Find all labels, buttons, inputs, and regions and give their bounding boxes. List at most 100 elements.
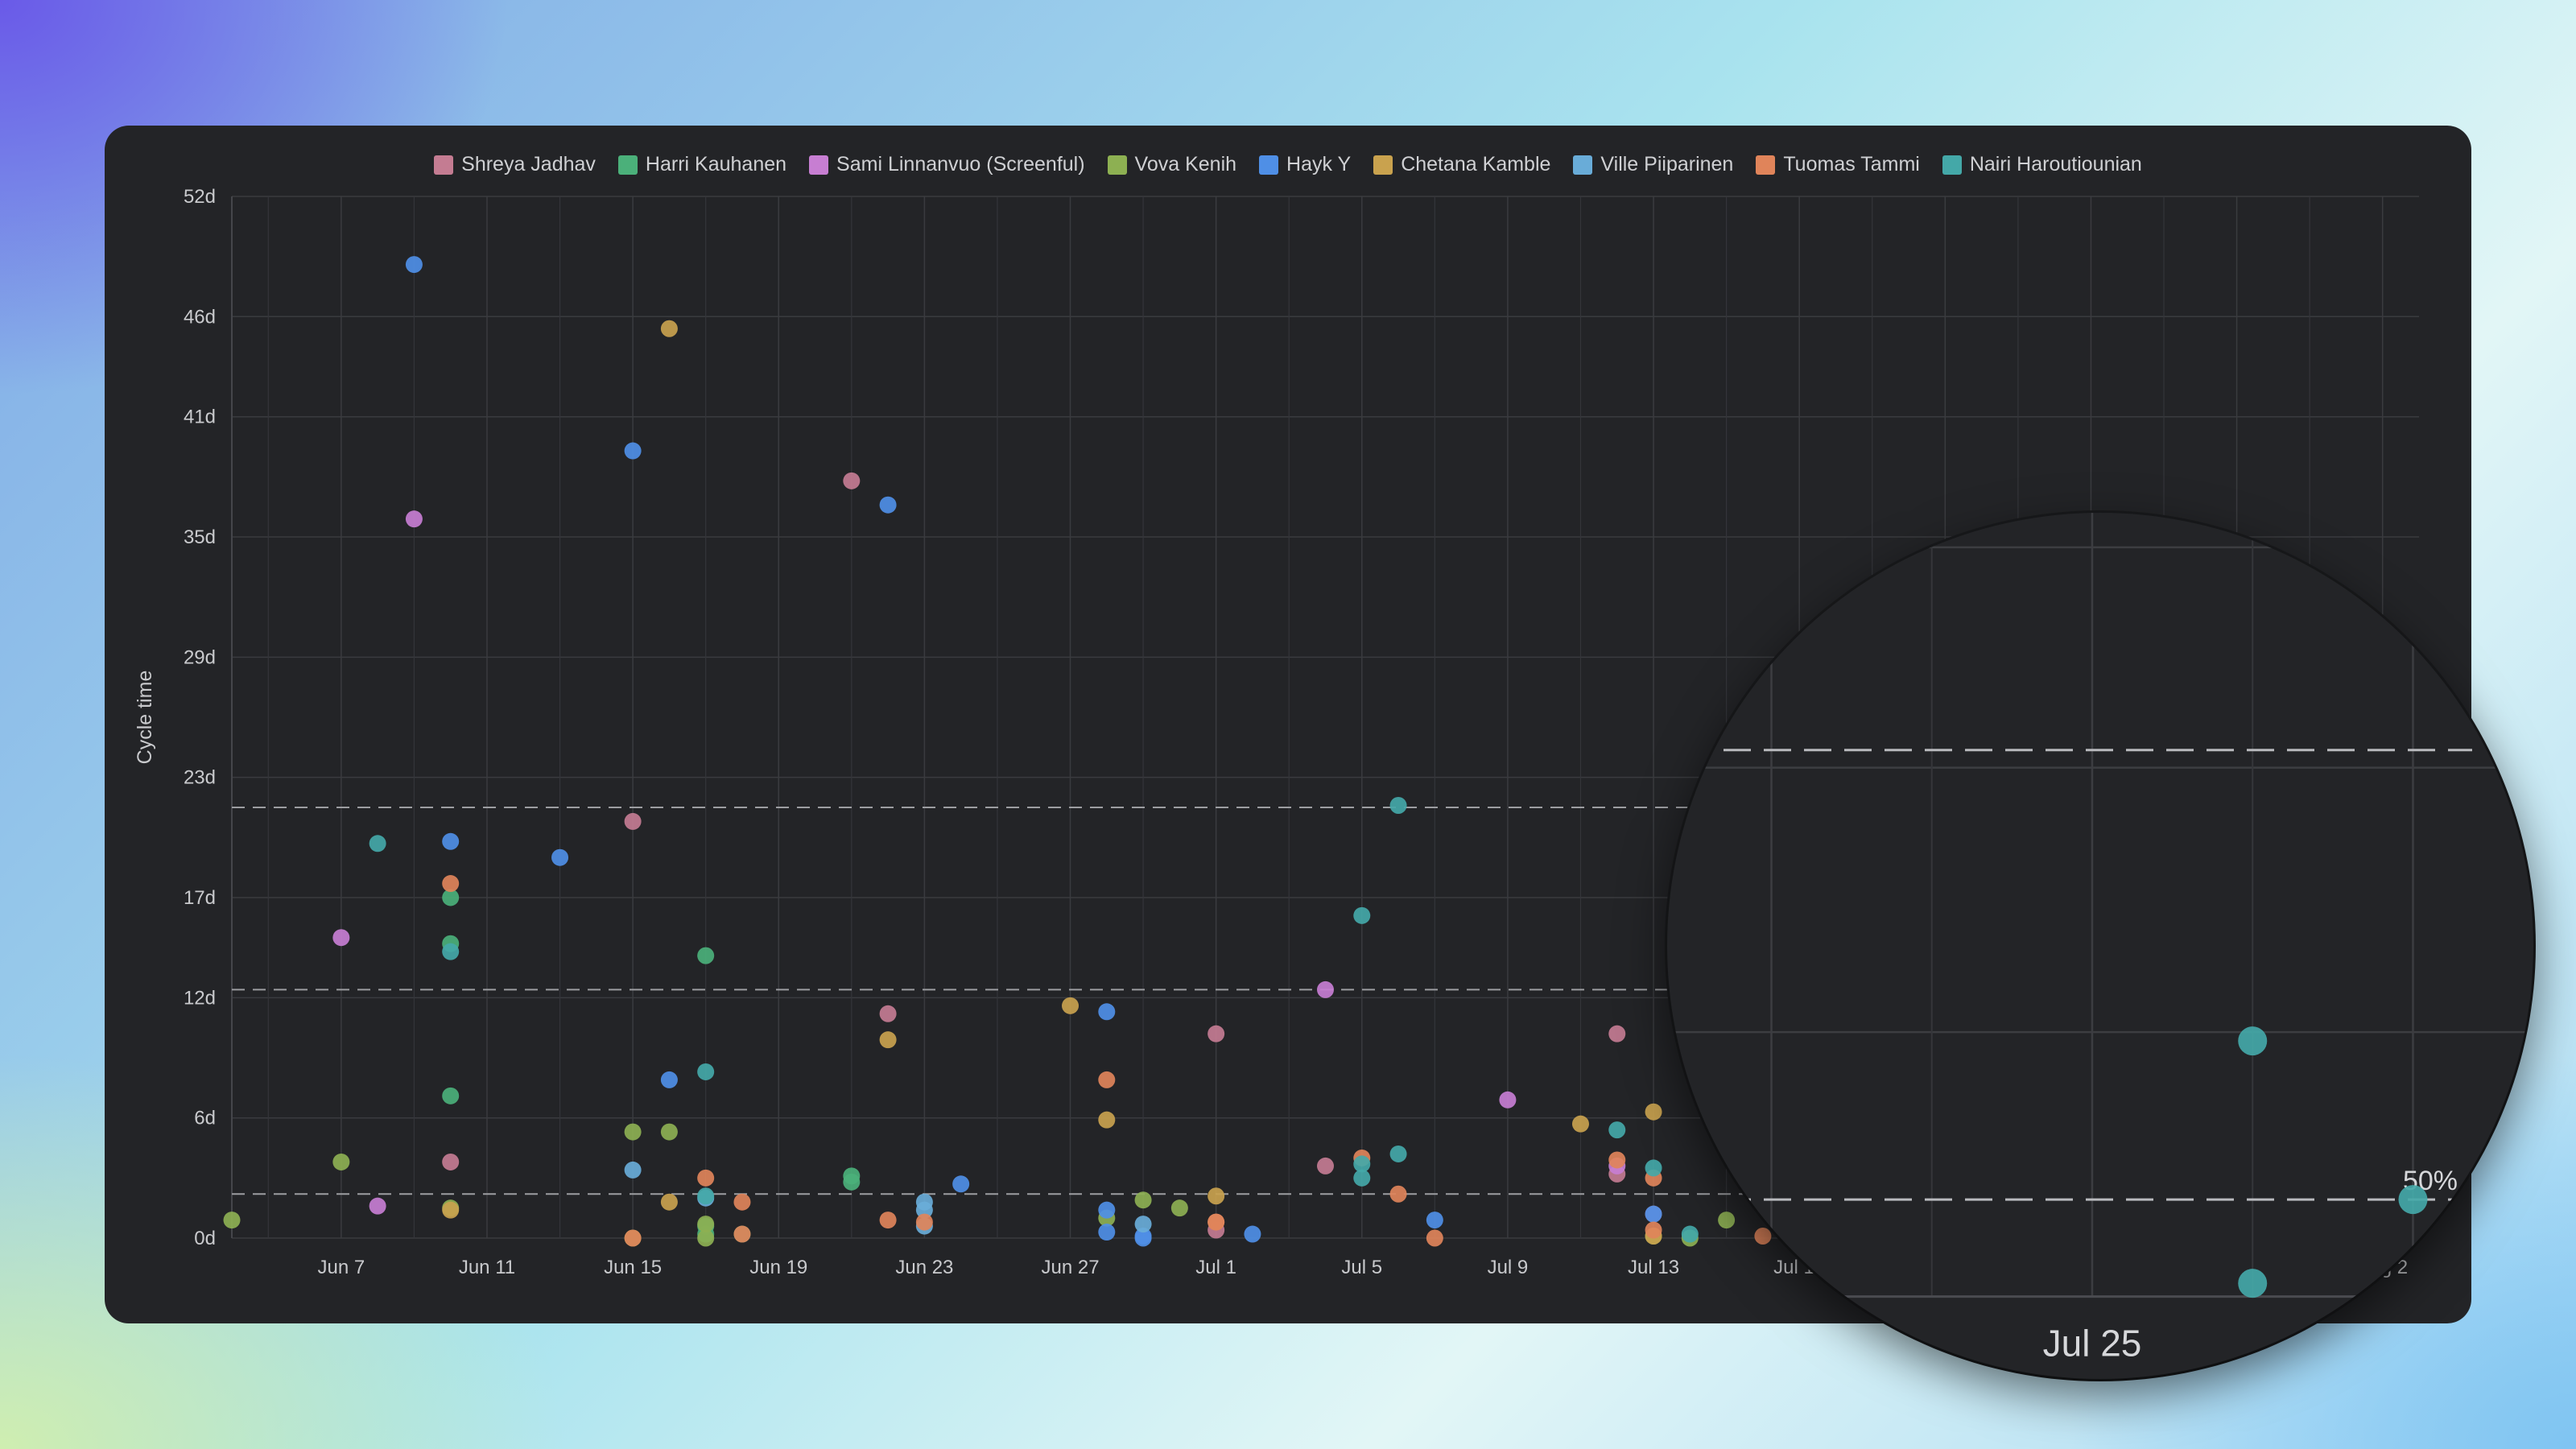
point-hayk-y[interactable]	[1134, 1228, 1152, 1245]
point-vova-kenih[interactable]	[332, 1153, 350, 1170]
legend-label: Chetana Kamble	[1401, 153, 1551, 175]
point-vova-kenih[interactable]	[697, 1216, 715, 1233]
point-chetana-kamble[interactable]	[1098, 1111, 1116, 1129]
point-hayk-y[interactable]	[442, 832, 460, 850]
point-hayk-y[interactable]	[1098, 1003, 1116, 1021]
point-tuomas-tammi[interactable]	[879, 1212, 897, 1229]
point-shreya-jadhav[interactable]	[624, 812, 642, 830]
point-tuomas-tammi[interactable]	[624, 1229, 642, 1247]
point-chetana-kamble[interactable]	[1645, 1103, 1662, 1121]
mag-point-nairi-haroutiounian[interactable]	[2238, 1026, 2268, 1056]
point-shreya-jadhav[interactable]	[1317, 1157, 1334, 1174]
y-tick-label: 12d	[184, 987, 216, 1009]
x-tick-label: Jul 9	[1488, 1257, 1529, 1278]
point-shreya-jadhav[interactable]	[442, 1153, 460, 1170]
point-nairi-haroutiounian[interactable]	[1681, 1225, 1699, 1243]
point-vova-kenih[interactable]	[697, 1229, 715, 1247]
point-hayk-y[interactable]	[405, 256, 423, 274]
point-nairi-haroutiounian[interactable]	[1389, 796, 1407, 814]
point-ville-piiparinen[interactable]	[1134, 1216, 1152, 1233]
point-vova-kenih[interactable]	[1718, 1212, 1736, 1229]
point-hayk-y[interactable]	[660, 1071, 678, 1088]
point-tuomas-tammi[interactable]	[733, 1225, 751, 1243]
point-shreya-jadhav[interactable]	[1208, 1025, 1225, 1042]
mag-point-nairi-haroutiounian[interactable]	[2238, 1269, 2268, 1298]
point-chetana-kamble[interactable]	[879, 1031, 897, 1049]
point-nairi-haroutiounian[interactable]	[697, 1187, 715, 1205]
point-hayk-y[interactable]	[1244, 1225, 1261, 1243]
point-nairi-haroutiounian[interactable]	[1389, 1145, 1407, 1162]
legend-item-tuomas-tammi[interactable]: Tuomas Tammi	[1756, 153, 1920, 176]
point-hayk-y[interactable]	[1098, 1224, 1116, 1241]
point-harri-kauhanen[interactable]	[442, 889, 460, 906]
point-harri-kauhanen[interactable]	[442, 1087, 460, 1104]
legend-item-nairi-haroutiounian[interactable]: Nairi Haroutiounian	[1942, 153, 2142, 176]
point-nairi-haroutiounian[interactable]	[369, 835, 386, 852]
point-shreya-jadhav[interactable]	[1608, 1025, 1626, 1042]
point-nairi-haroutiounian[interactable]	[1353, 1155, 1371, 1173]
point-tuomas-tammi[interactable]	[915, 1213, 933, 1231]
legend-label: Vova Kenih	[1134, 153, 1237, 175]
point-vova-kenih[interactable]	[1170, 1199, 1188, 1217]
point-tuomas-tammi[interactable]	[697, 1169, 715, 1187]
legend-item-vova-kenih[interactable]: Vova Kenih	[1107, 153, 1237, 176]
point-vova-kenih[interactable]	[1134, 1191, 1152, 1209]
point-harri-kauhanen[interactable]	[843, 1167, 861, 1185]
point-hayk-y[interactable]	[1645, 1205, 1662, 1223]
point-hayk-y[interactable]	[1098, 1201, 1116, 1219]
x-tick-label: Jun 19	[749, 1257, 807, 1278]
point-hayk-y[interactable]	[551, 848, 569, 866]
point-nairi-haroutiounian[interactable]	[1608, 1121, 1626, 1139]
legend-item-shreya-jadhav[interactable]: Shreya Jadhav	[434, 153, 596, 176]
point-nairi-haroutiounian[interactable]	[442, 943, 460, 960]
point-chetana-kamble[interactable]	[1208, 1187, 1225, 1205]
point-chetana-kamble[interactable]	[1571, 1115, 1589, 1133]
y-tick-label: 29d	[184, 646, 216, 668]
legend-item-ville-piiparinen[interactable]: Ville Piiparinen	[1573, 153, 1733, 176]
legend-label: Ville Piiparinen	[1600, 153, 1734, 175]
point-tuomas-tammi[interactable]	[1426, 1229, 1443, 1247]
point-tuomas-tammi[interactable]	[1208, 1213, 1225, 1231]
point-tuomas-tammi[interactable]	[1389, 1185, 1407, 1203]
legend-item-harri-kauhanen[interactable]: Harri Kauhanen	[617, 153, 786, 176]
legend-item-hayk-y[interactable]: Hayk Y	[1259, 153, 1351, 176]
legend-item-sami-linnanvuo-screenful[interactable]: Sami Linnanvuo (Screenful)	[809, 153, 1085, 176]
point-sami-linnanvuo-screenful[interactable]	[1317, 980, 1334, 998]
point-sami-linnanvuo-screenful[interactable]	[332, 929, 350, 947]
point-nairi-haroutiounian[interactable]	[1353, 906, 1371, 924]
legend-item-chetana-kamble[interactable]: Chetana Kamble	[1373, 153, 1550, 176]
legend-label: Shreya Jadhav	[461, 153, 596, 175]
point-hayk-y[interactable]	[952, 1175, 970, 1193]
point-hayk-y[interactable]	[1426, 1212, 1443, 1229]
point-sami-linnanvuo-screenful[interactable]	[405, 510, 423, 528]
point-chetana-kamble[interactable]	[1062, 997, 1080, 1014]
chart-legend: Shreya Jadhav Harri Kauhanen Sami Linnanvu…	[105, 153, 2471, 176]
point-harri-kauhanen[interactable]	[697, 947, 715, 964]
point-shreya-jadhav[interactable]	[843, 472, 861, 489]
point-hayk-y[interactable]	[879, 496, 897, 514]
point-tuomas-tammi[interactable]	[733, 1193, 751, 1211]
point-tuomas-tammi[interactable]	[1608, 1151, 1626, 1169]
point-sami-linnanvuo-screenful[interactable]	[369, 1197, 386, 1215]
point-tuomas-tammi[interactable]	[442, 875, 460, 893]
mag-point-nairi-haroutiounian[interactable]	[2398, 1185, 2428, 1215]
point-tuomas-tammi[interactable]	[1645, 1221, 1662, 1239]
point-chetana-kamble[interactable]	[660, 1193, 678, 1211]
point-tuomas-tammi[interactable]	[1754, 1228, 1772, 1245]
point-nairi-haroutiounian[interactable]	[1645, 1159, 1662, 1177]
y-tick-label: 0d	[194, 1228, 216, 1249]
point-chetana-kamble[interactable]	[660, 320, 678, 337]
point-vova-kenih[interactable]	[624, 1123, 642, 1141]
y-tick-label: 41d	[184, 407, 216, 428]
point-sami-linnanvuo-screenful[interactable]	[1499, 1091, 1517, 1108]
point-chetana-kamble[interactable]	[442, 1201, 460, 1219]
point-shreya-jadhav[interactable]	[879, 1005, 897, 1022]
point-hayk-y[interactable]	[624, 442, 642, 460]
point-ville-piiparinen[interactable]	[915, 1193, 933, 1211]
point-tuomas-tammi[interactable]	[1098, 1071, 1116, 1088]
point-vova-kenih[interactable]	[223, 1212, 241, 1229]
point-vova-kenih[interactable]	[660, 1123, 678, 1141]
point-ville-piiparinen[interactable]	[624, 1161, 642, 1179]
point-nairi-haroutiounian[interactable]	[1353, 1169, 1371, 1187]
point-nairi-haroutiounian[interactable]	[697, 1063, 715, 1080]
